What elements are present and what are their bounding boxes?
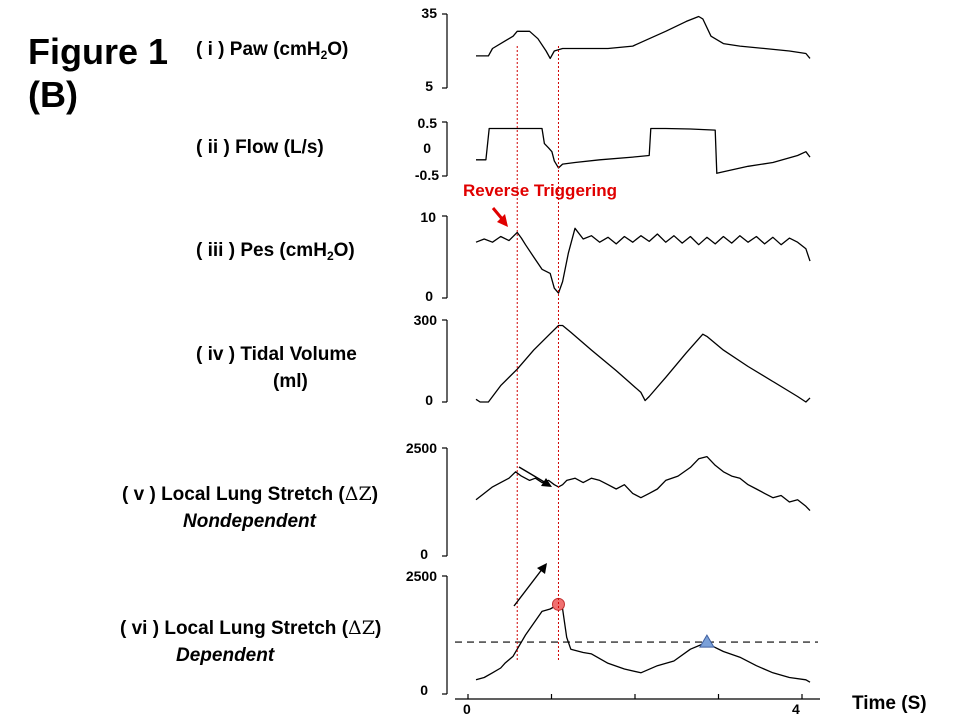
figure-title-line2: (B) xyxy=(28,74,78,116)
x-axis-label: Time (S) xyxy=(852,693,927,714)
figure-title-line1: Figure 1 xyxy=(28,31,169,72)
pes-series-line xyxy=(475,227,811,294)
vt-ymax-tick: 300 xyxy=(413,312,437,328)
dep-sublabel: Dependent xyxy=(176,645,275,666)
triangle-marker xyxy=(699,634,715,648)
nd-arrowhead xyxy=(541,478,552,487)
nd-sublabel: Nondependent xyxy=(183,511,316,532)
pes-ymin-tick: 0 xyxy=(425,288,433,304)
vt-label-unit: (ml) xyxy=(273,371,308,392)
pes-ymax-tick: 10 xyxy=(420,209,436,225)
flow-label: ( ii ) Flow (L/s) xyxy=(196,137,324,158)
nd-arrow-shaft xyxy=(518,466,547,484)
nd-label: ( v ) Local Lung Stretch (ΔZ) xyxy=(122,483,379,505)
dep-series-line xyxy=(475,603,811,683)
paw-series-line xyxy=(476,15,811,60)
nd-ymax-tick: 2500 xyxy=(405,440,437,456)
flow-zero-tick: 0 xyxy=(423,140,431,156)
reverse-triggering-label: Reverse Triggering xyxy=(463,181,618,200)
dep-arrowhead xyxy=(537,563,547,574)
figure-title: Figure 1 (B) xyxy=(28,30,168,116)
peak-circle-marker xyxy=(551,597,565,611)
reverse-triggering-arrowhead xyxy=(497,214,508,227)
dep-ymax-tick: 2500 xyxy=(405,568,437,584)
flow-ymin-tick: -0.5 xyxy=(414,167,439,183)
dep-label: ( vi ) Local Lung Stretch (ΔZ) xyxy=(120,617,382,639)
paw-label: ( i ) Paw (cmH2O) xyxy=(196,39,349,62)
x-tick-0: 0 xyxy=(463,701,471,717)
dep-ymin-tick: 0 xyxy=(420,682,428,698)
vt-label: ( iv ) Tidal Volume xyxy=(196,344,357,365)
vt-series-line xyxy=(475,324,811,403)
paw-ymax-tick: 35 xyxy=(421,5,437,21)
paw-ymin-tick: 5 xyxy=(425,78,433,94)
flow-ymax-tick: 0.5 xyxy=(417,115,437,131)
nd-series-line xyxy=(475,455,811,512)
nd-ymin-tick: 0 xyxy=(420,546,428,562)
dep-arrow-shaft xyxy=(513,567,544,607)
x-tick-4: 4 xyxy=(792,701,800,717)
vt-ymin-tick: 0 xyxy=(425,392,433,408)
flow-series-line xyxy=(476,127,811,174)
pes-label: ( iii ) Pes (cmH2O) xyxy=(196,240,355,263)
